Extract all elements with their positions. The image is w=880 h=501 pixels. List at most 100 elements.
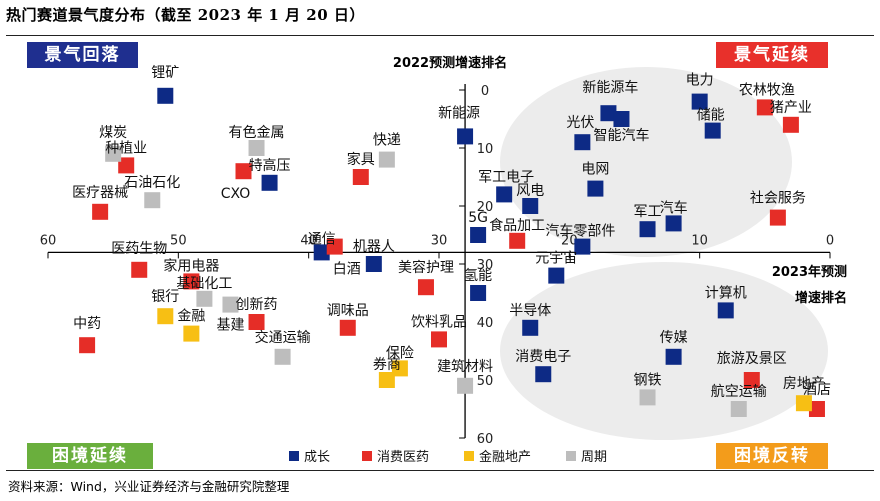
point-label: 银行	[151, 289, 179, 305]
point-label: 调味品	[327, 303, 369, 319]
point-marker	[691, 93, 708, 110]
point-label: 酒店	[803, 382, 831, 398]
point-label: 创新药	[236, 297, 278, 313]
point-marker	[574, 238, 591, 255]
point-label: 风电	[516, 183, 544, 199]
point-label: 房地产	[783, 376, 825, 392]
y-tick-label: 40	[477, 316, 494, 331]
x-tick-label: 0	[826, 233, 834, 248]
legend-label: 成长	[304, 450, 330, 465]
point-label: 种植业	[105, 140, 147, 156]
point-marker	[248, 140, 265, 156]
point-label: 家具	[347, 151, 375, 168]
point-marker	[183, 273, 200, 290]
point-marker	[717, 302, 734, 319]
point-marker	[118, 157, 135, 174]
point-label: 氢能	[464, 268, 492, 284]
point-label: 军工	[634, 204, 662, 220]
point-label: 猪产业	[770, 100, 812, 116]
point-label: 计算机	[705, 285, 747, 301]
point-label: 传媒	[660, 330, 688, 346]
point-label: 钢铁	[634, 372, 662, 388]
x-tick-label: 40	[300, 233, 317, 248]
highlight-ellipse-bottom	[500, 262, 828, 440]
point-label: 半导体	[509, 303, 551, 319]
legend-swatch	[464, 451, 474, 461]
point-label: 饮料乳品	[411, 314, 467, 330]
point-label: 军工电子	[478, 169, 534, 185]
y-tick-label: 60	[477, 432, 494, 447]
quadrant-badge-bottom-right: 困境反转	[716, 443, 828, 469]
point-label: 新能源	[438, 105, 480, 121]
point-marker	[326, 238, 343, 255]
legend-label: 周期	[581, 450, 607, 465]
legend-swatch	[289, 451, 299, 461]
point-marker	[339, 319, 356, 336]
point-marker	[522, 319, 539, 336]
point-marker	[313, 244, 330, 261]
point-label: 白酒	[333, 262, 361, 278]
point-label: 储能	[697, 108, 725, 124]
point-label: 医药生物	[111, 241, 167, 257]
point-marker	[548, 267, 565, 284]
point-marker	[183, 325, 200, 342]
point-marker	[131, 261, 148, 278]
point-marker	[756, 99, 773, 116]
x-axis-title: 增速排名	[795, 290, 847, 306]
point-marker	[79, 337, 96, 354]
point-marker	[639, 221, 656, 238]
point-label: 通信	[308, 231, 336, 247]
x-tick-label: 60	[40, 233, 57, 248]
bottom-rule	[6, 470, 874, 471]
point-marker	[730, 401, 747, 417]
point-marker	[808, 401, 825, 417]
point-label: 美容护理	[398, 259, 454, 276]
point-marker	[704, 122, 721, 139]
point-marker	[92, 203, 109, 220]
x-tick-label: 50	[170, 233, 187, 248]
axes: 60 50 40 30 20 10 0 0 10 20 30 40 50 60 2022预测增速排名 2023…	[40, 55, 847, 447]
point-marker	[235, 163, 252, 180]
legend-label: 金融地产	[479, 449, 531, 465]
point-label: 消费电子	[515, 349, 571, 365]
point-label: 汽车	[660, 199, 688, 216]
point-marker	[431, 331, 447, 348]
point-label: 基建	[216, 317, 244, 334]
y-tick-label: 10	[477, 142, 494, 157]
point-marker	[574, 134, 591, 151]
point-label: 农林牧渔	[739, 82, 795, 98]
point-marker	[157, 87, 174, 104]
point-label: 航空运输	[711, 384, 767, 400]
point-marker	[417, 279, 434, 296]
point-marker	[391, 360, 408, 377]
legend-swatch	[362, 451, 372, 461]
report-title: 热门赛道景气度分布（截至 2023 年 1 月 20 日）	[6, 6, 365, 24]
point-marker	[639, 389, 656, 406]
point-marker	[600, 105, 617, 122]
point-marker	[105, 145, 122, 162]
point-marker	[496, 186, 513, 203]
point-label: 电力	[686, 73, 714, 89]
point-marker	[769, 209, 786, 226]
point-marker	[144, 192, 161, 209]
point-marker	[248, 314, 265, 330]
point-marker	[509, 232, 526, 249]
point-label: 机器人	[353, 239, 395, 255]
point-marker	[665, 348, 682, 365]
point-label: 基础化工	[176, 275, 232, 292]
point-label: 交通运输	[255, 329, 311, 346]
point-marker	[522, 198, 539, 214]
point-label: 快递	[373, 133, 401, 149]
point-marker	[470, 285, 487, 301]
point-marker	[470, 227, 487, 243]
y-tick-label: 0	[481, 84, 489, 99]
point-label: 社会服务	[750, 191, 806, 207]
point-marker	[261, 174, 278, 191]
point-label: 金融	[177, 309, 205, 325]
point-marker	[222, 296, 239, 313]
point-marker	[535, 366, 552, 383]
point-marker	[587, 180, 604, 197]
point-label: 家用电器	[163, 257, 219, 274]
point-marker	[782, 116, 799, 133]
